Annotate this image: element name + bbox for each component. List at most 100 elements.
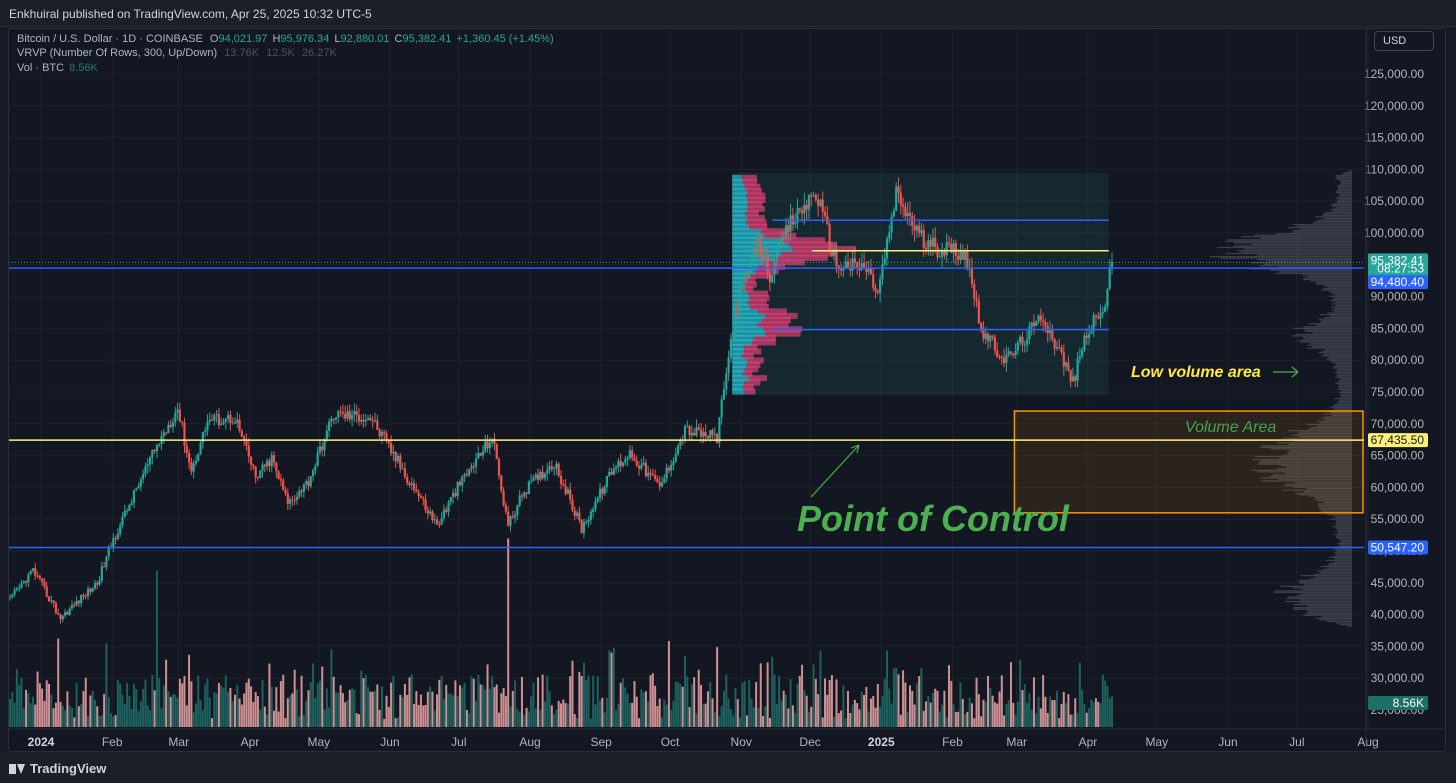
candle-body [1083,335,1086,350]
chart-pane[interactable]: 125,000.00 120,000.00 115,000.00 110,000.00… [8,28,1446,752]
volume-bar [644,691,647,727]
candle-body [766,254,769,274]
candle-body [805,204,808,210]
candle-body [589,511,592,520]
candle-body [380,431,384,437]
candle-body [249,456,253,465]
volume-bar [263,706,266,727]
candle-body [185,445,188,453]
vrvp-right-bar [1256,471,1352,473]
candle-body [59,614,62,620]
currency-button[interactable]: USD [1374,31,1434,51]
volume-bar [690,684,693,727]
candle-body [980,323,983,331]
vrvp-right-bar [1325,349,1352,351]
vrvp-right-bar [1334,294,1352,296]
vrvp-right-bar [1331,309,1352,311]
vrvp-right-bar [1332,298,1352,300]
volume-bar [539,710,542,727]
volume-bar [61,705,64,727]
vrvp-right-bar [1320,509,1352,511]
candle-body [888,232,891,239]
volume-bar [752,706,755,727]
candle-body [672,461,675,465]
volume-bar [380,686,383,727]
candle-body [906,212,909,217]
volume-bar [681,686,684,727]
volume-bar [151,674,154,727]
volume-bar [284,718,287,727]
candle-body [174,412,177,423]
vrvp-right-bar [1338,544,1352,546]
candle-body [9,596,12,598]
candle-body [236,419,239,424]
level-label-50547: 50,547.20 [1371,541,1425,555]
volume-bar [858,709,861,727]
vrvp-legend: VRVP (Number Of Rows, 300, Up/Down) 13.7… [17,47,337,59]
candle-body [989,335,992,342]
x-tick-label: Jul [451,735,466,749]
volume-bar [863,694,866,727]
volume-bar [925,701,928,727]
volume-bar [796,683,799,727]
price-chart-svg[interactable]: 125,000.00 120,000.00 115,000.00 110,000.00… [9,29,1446,752]
vrvp-right-bar [1326,211,1352,213]
candle-body [73,604,76,606]
vrvp-right-bar [1329,411,1352,413]
y-tick-label: 40,000.00 [1371,608,1425,622]
volume-bar [449,693,452,727]
volume-bar [830,675,833,727]
candle-body [982,330,985,339]
vrvp-up-bar [732,321,758,328]
candle-body [835,249,838,267]
volume-bar [254,691,257,727]
vrvp-right-bar [1333,561,1352,563]
candle-body [429,511,432,514]
vrvp-right-bar [1299,494,1352,496]
volume-bar [527,711,530,727]
candle-body [1012,353,1015,356]
candle-body [70,604,74,609]
volume-bar [603,712,606,727]
y-tick-label: 65,000.00 [1371,449,1425,463]
vrvp-down-bar [750,272,771,279]
candle-body [1108,267,1111,289]
volume-bar [178,678,181,727]
tradingview-logo[interactable]: TradingView [9,761,106,776]
vrvp-right-bar [1335,304,1352,307]
candle-body [706,436,710,439]
vrvp-right-bar [1335,191,1352,194]
volume-bar [229,687,232,727]
volume-bar [948,665,951,727]
volume-bar [867,711,870,727]
candle-body [741,282,744,290]
candle-body [931,237,935,247]
vrvp-right-bar [1348,170,1352,172]
vrvp-right-bar [1306,423,1352,426]
candle-body [665,467,668,479]
candle-body [1023,344,1026,346]
vrvp-right-bar [1331,292,1352,294]
volume-bar [913,704,916,727]
candle-body [523,492,526,497]
vrvp-up-bar [732,268,756,275]
candle-body [507,511,510,526]
candle-body [929,240,932,247]
vrvp-right-bar [1260,460,1352,462]
volume-bar [73,717,76,727]
candle-body [695,427,698,436]
candle-body [1076,358,1079,381]
volume-bar [821,717,824,727]
volume-bar [1046,713,1049,727]
volume-bar [860,691,863,727]
candle-body [704,431,707,437]
candle-body [279,479,283,481]
volume-bar [617,703,620,727]
volume-bar [1071,714,1074,727]
vrvp-right-bar [1310,426,1352,429]
volume-bar [599,700,602,727]
vrvp-down-bar [749,223,768,230]
volume-bar [663,699,666,727]
candle-body [690,432,693,436]
vrvp-right-bar [1336,190,1352,192]
